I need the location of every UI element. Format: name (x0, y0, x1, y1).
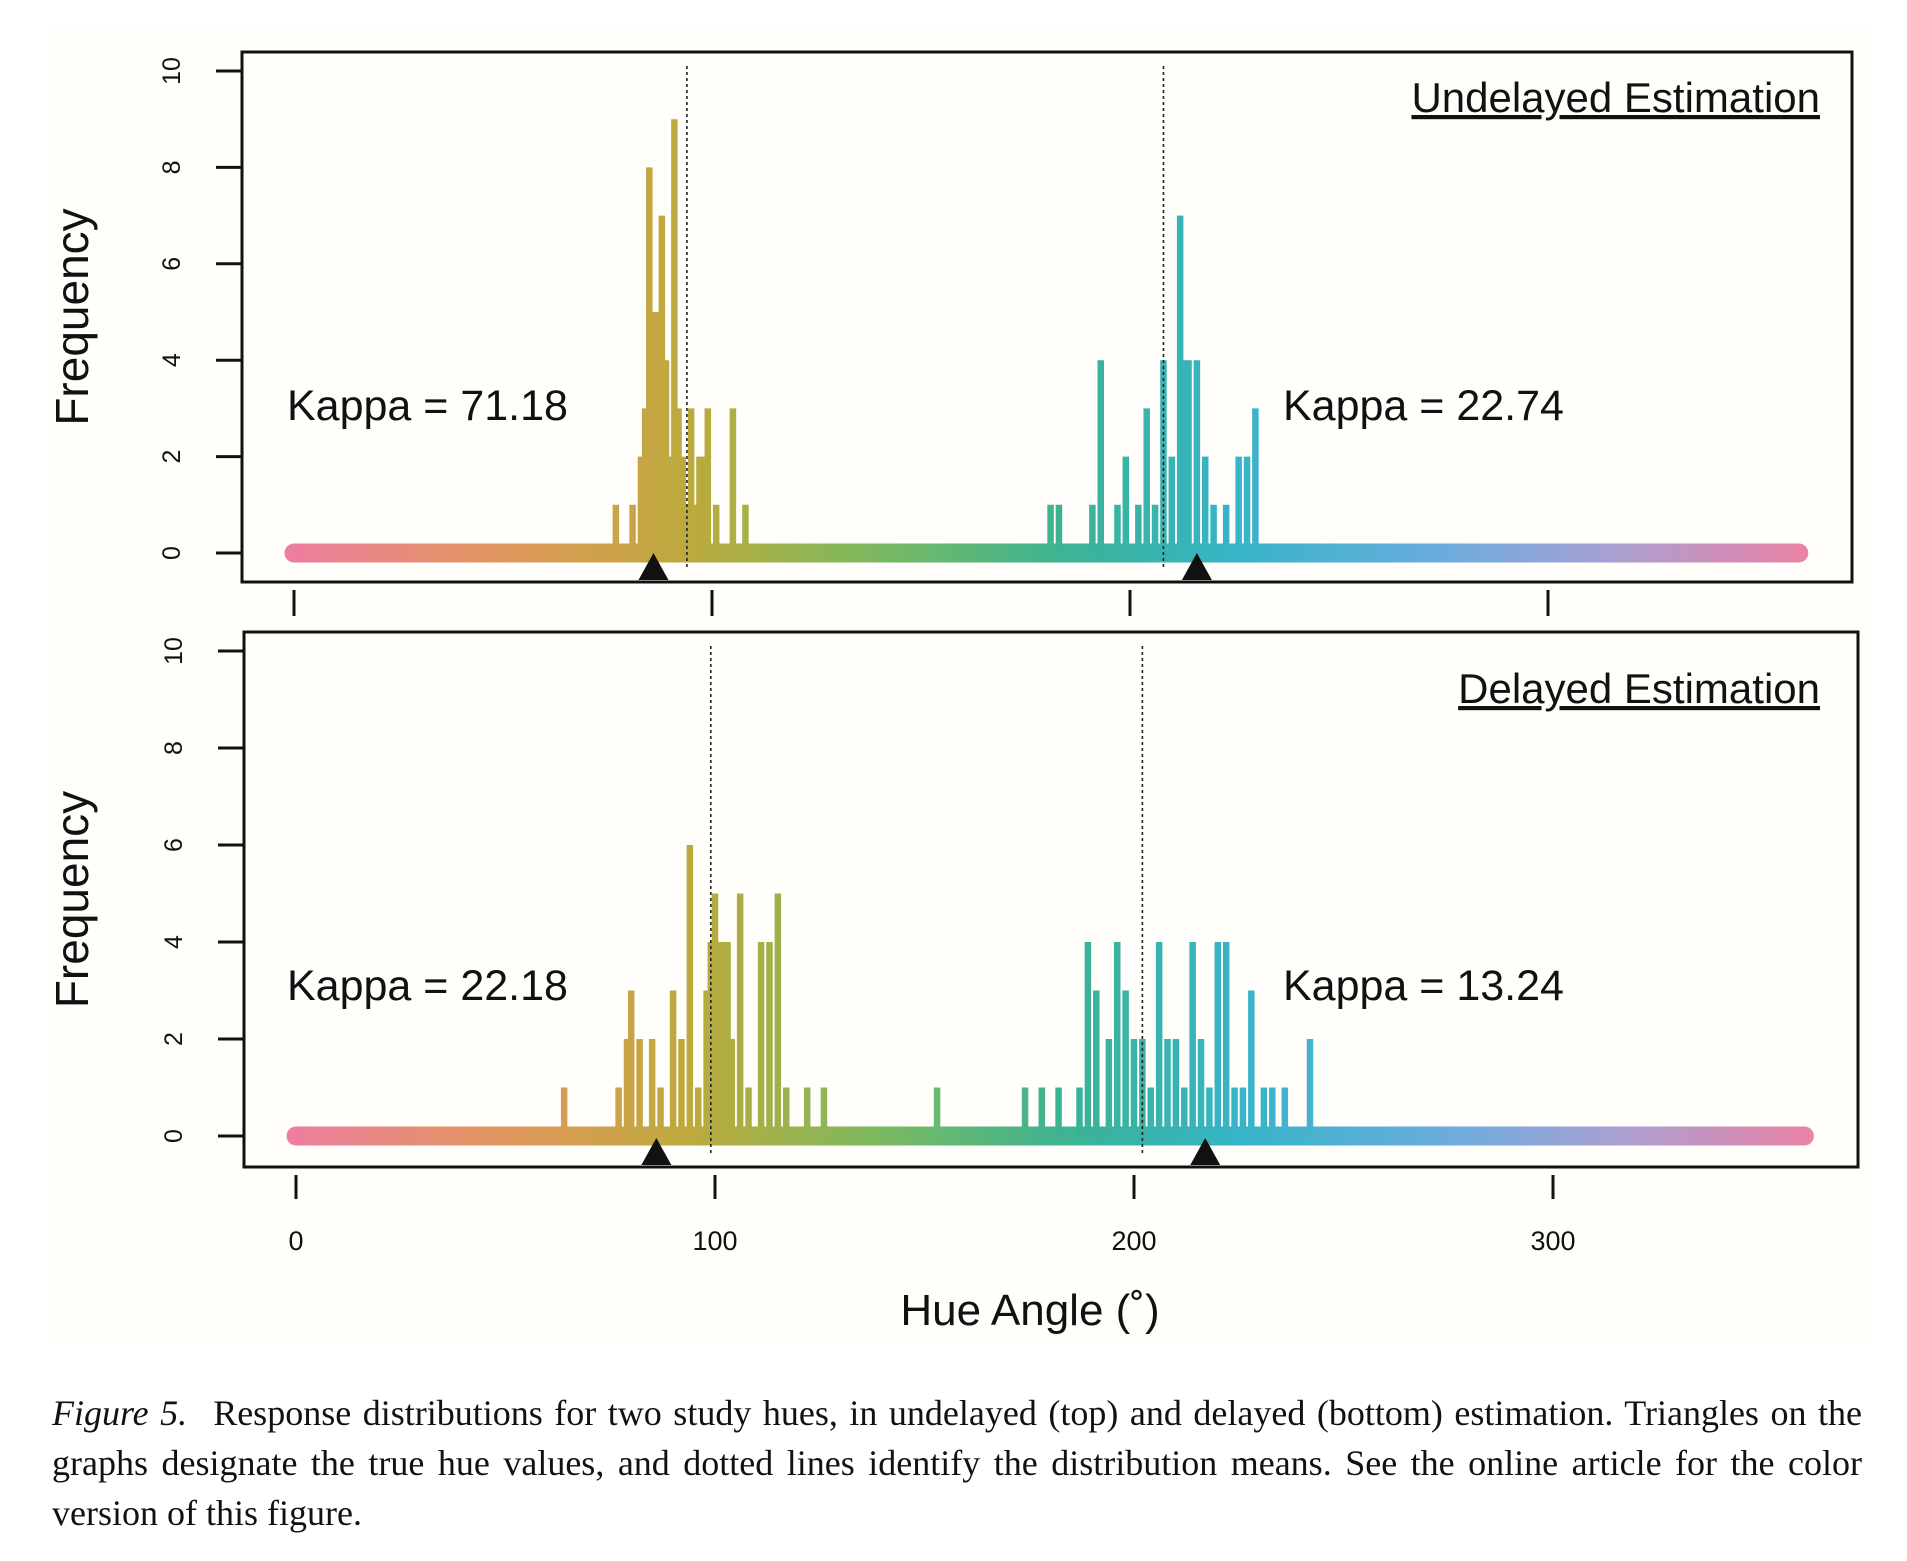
kappa-annotation: Kappa = 22.74 (1283, 382, 1564, 430)
panel-title: Undelayed Estimation (1411, 74, 1820, 121)
y-tick-label: 4 (158, 353, 186, 367)
y-tick-label: 4 (160, 935, 188, 949)
x-tick-label: 100 (692, 1226, 737, 1256)
figure-caption: Figure 5. Response distributions for two … (52, 1388, 1862, 1538)
kappa-annotation: Kappa = 13.24 (1283, 962, 1564, 1010)
y-tick-label: 8 (160, 741, 188, 755)
true-hue-triangle (641, 1138, 672, 1165)
plot-frame (240, 50, 1854, 584)
y-tick-label: 0 (160, 1129, 188, 1143)
y-tick-label: 8 (158, 160, 186, 174)
plot-frame (242, 630, 1860, 1169)
panel-title: Delayed Estimation (1458, 665, 1820, 712)
x-tick-label: 300 (1530, 1226, 1575, 1256)
x-tick-label: 0 (288, 1226, 303, 1256)
y-tick-label: 6 (160, 838, 188, 852)
kappa-annotation: Kappa = 71.18 (287, 382, 568, 430)
y-axis-label: Frequency (46, 208, 98, 425)
true-hue-triangle (1190, 1138, 1221, 1165)
figure-label: Figure 5. (52, 1393, 188, 1433)
y-tick-label: 10 (160, 637, 188, 665)
x-tick-label: 200 (1111, 1226, 1156, 1256)
kappa-annotation: Kappa = 22.18 (287, 962, 568, 1010)
panels: 0 2 4 6 8 10 Frequency Kappa = 71.18 Kappa = 22.… (46, 50, 1860, 1256)
y-tick-label: 10 (158, 57, 186, 85)
y-tick-label: 0 (158, 546, 186, 560)
true-hue-triangle (638, 553, 669, 580)
x-axis-label: Hue Angle (˚) (900, 1286, 1159, 1335)
y-tick-label: 2 (160, 1032, 188, 1046)
y-tick-label: 6 (158, 257, 186, 271)
chart-background (50, 30, 1870, 1345)
caption-text: Response distributions for two study hue… (52, 1393, 1862, 1533)
y-axis-label: Frequency (46, 791, 98, 1008)
y-tick-label: 2 (158, 450, 186, 464)
true-hue-triangle (1181, 553, 1212, 580)
